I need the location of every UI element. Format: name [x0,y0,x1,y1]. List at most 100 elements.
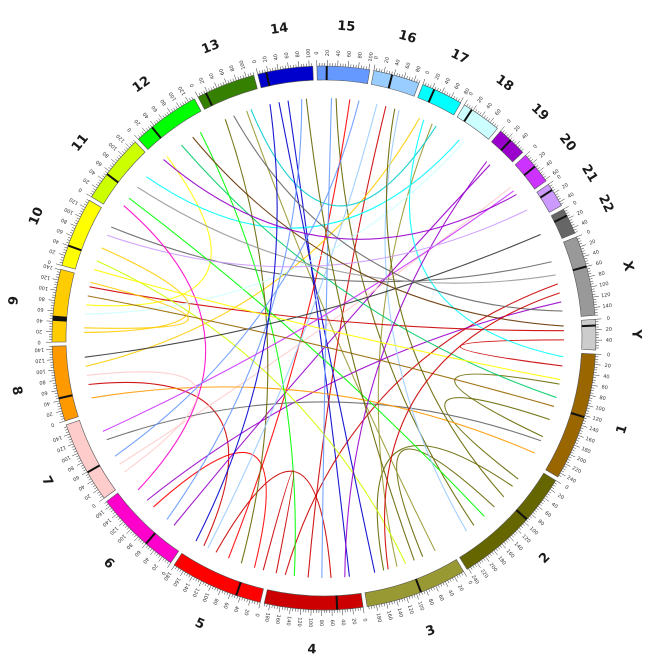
chromosome-7-tick [81,467,85,469]
chromosome-1-tick [562,468,566,471]
chromosome-3-tick [396,600,399,606]
chromosome-2-tick [555,480,561,484]
chromosome-4-tick-label: 40 [340,619,346,626]
chromosome-3-tick [416,593,419,600]
chromosome-8-tick-label: 40 [43,400,51,407]
chromosome-3-tick [433,586,435,590]
chromosome-6-tick [164,559,167,563]
chromosome-3-tick [456,575,459,579]
chromosome-X-tick [579,242,583,245]
chromosome-X-band [572,265,587,272]
chromosome-2-tick [551,486,555,489]
chromosome-21-tick [551,186,554,189]
chromosome-1-tick-label: 20 [604,363,611,370]
chromosome-5-tick [251,600,253,604]
chromosome-8-tick-label: 60 [41,389,48,396]
chromosome-1-tick [588,402,592,404]
chromosome-3-tick [461,572,464,576]
chromosome-9-tick [57,271,61,273]
chromosome-13-tick [208,88,210,92]
chromosome-5-tick [195,578,198,582]
chromosome-18-tick-label: 40 [485,102,494,111]
chromosome-16-tick [386,70,388,74]
chromosome-7-tick [99,497,105,502]
chromosome-6-tick [162,558,165,561]
chromosome-2-tick [507,538,510,541]
chromosome-2-tick [532,512,536,515]
chromosome-3-tick [408,596,411,600]
chromosome-17-tick [439,88,442,92]
chromosome-3-tick [435,585,439,592]
chromosome-1-tick [577,435,584,438]
chromosome-16-tick [413,75,417,82]
chromosome-7-tick [65,431,69,433]
chromosome-4-tick-label: 180 [263,612,271,623]
chromosome-5-tick [197,579,200,583]
chromosome-14-tick-label: 40 [273,53,280,60]
chromosome-3-tick-label: 80 [427,598,435,606]
chromosome-7-tick [93,489,99,494]
chromosome-8-tick [57,403,61,405]
chromosome-X-tick [584,257,588,260]
chromosome-15-tick-label: 60 [346,51,353,58]
chromosome-6-tick [118,521,124,527]
chromosome-10-tick [79,204,86,208]
chromosome-2-tick [542,499,546,502]
chromosome-6-tick-label: 60 [133,549,142,558]
chromosome-5-tick-label: 80 [211,597,219,605]
chromosome-1-tick [588,400,592,402]
chromosome-18-tick [466,103,469,107]
chromosome-4-label: 4 [307,642,317,657]
chromosome-2-tick [531,514,536,519]
chromosome-22-tick-label: 0 [572,200,578,207]
chromosome-16-tick [381,69,383,73]
chromosome-13-band [205,92,213,107]
chromosome-2-tick [499,545,503,548]
chromosome-11-tick [98,179,102,182]
link-12-1 [180,144,557,399]
chromosome-15-segment [316,65,371,85]
chromosome-19-tick [508,133,513,139]
chromosome-8-tick [53,385,57,387]
chromosome-10-tick [59,253,65,256]
chromosome-2-tick-label: 140 [513,541,524,552]
chromosome-6-tick [149,548,153,552]
chromosome-11-tick [91,184,98,189]
chromosome-2-tick [474,564,477,567]
chromosome-17-tick [460,97,464,103]
chromosome-20-tick [545,175,551,180]
chromosome-1-tick [578,432,582,435]
chromosome-17-label: 17 [448,46,471,67]
link-19-4 [344,161,488,578]
chromosome-18-tick [494,123,497,126]
chromosome-12-tick [134,134,139,140]
chromosome-17-tick-label: 20 [434,73,442,81]
chromosome-2-tick [518,527,522,530]
chromosome-X-tick [592,291,596,293]
chromosome-19-label: 19 [528,101,551,124]
chromosome-4-segment [263,589,364,611]
link-7-20 [119,186,512,465]
chromosome-14-tick-label: 80 [295,51,302,58]
chromosome-10-tick-label: 120 [68,196,79,206]
chromosome-6-tick [133,536,139,542]
chromosome-4-tick [266,603,268,608]
chromosome-13-tick [198,92,201,96]
chromosome-17-tick-label: 40 [444,77,452,85]
chromosome-14-band [265,71,271,87]
link-2-3 [396,448,495,557]
chromosome-16-tick-label: 40 [394,59,401,67]
chromosome-6-tick-label: 120 [108,525,119,536]
chromosome-20-label: 20 [556,131,579,154]
chromosome-1-tick-label: 240 [566,475,577,485]
chromosome-10-tick [60,259,64,261]
chromosome-12-tick [171,109,174,112]
link-21-10 [106,209,528,268]
chromosome-16-tick [408,76,411,80]
chromosome-4-tick-label: 60 [329,620,335,627]
chromosome-12-tick [138,135,141,138]
chromosome-18-tick [481,111,486,117]
chromosome-1-label: 1 [614,423,631,436]
chromosome-3-tick [438,584,440,588]
chromosome-4-tick [289,607,291,614]
